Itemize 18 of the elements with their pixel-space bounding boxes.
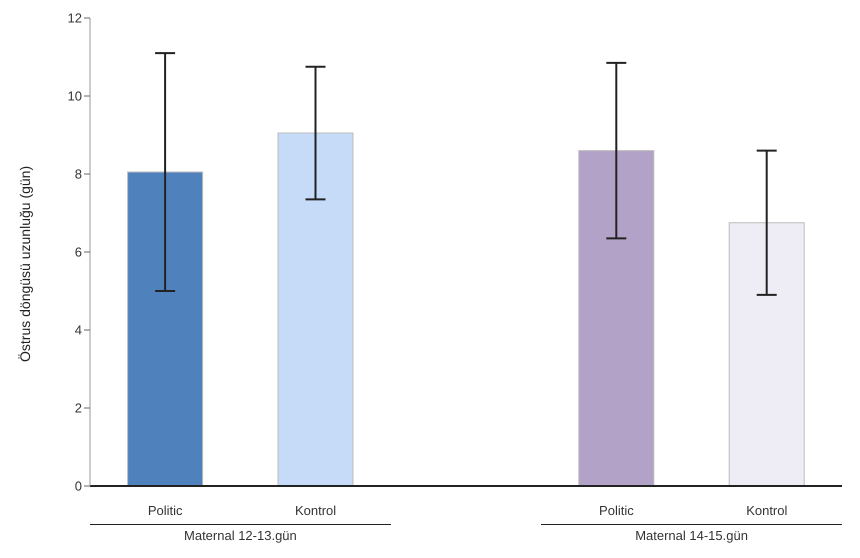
- x-tick-label: Kontrol: [746, 503, 788, 518]
- bar: [578, 150, 654, 486]
- text: Maternal 12-13.gün: [90, 524, 391, 543]
- x-tick-label: Politic: [148, 503, 184, 518]
- bar: [728, 222, 805, 486]
- x-tick-label: Politic: [599, 503, 634, 518]
- y-tick-label: 6: [74, 244, 82, 260]
- bar: [127, 172, 204, 486]
- y-axis-title: Östrus döngüsü uzunluğu (gün): [16, 166, 33, 362]
- bar: [278, 132, 354, 486]
- text: Maternal 14-15.gün: [541, 524, 842, 543]
- x-tick-label: Kontrol: [295, 503, 336, 518]
- y-tick-label: 0: [74, 478, 82, 494]
- y-tick-label: 8: [74, 166, 82, 182]
- y-tick-label: 10: [68, 88, 82, 104]
- y-tick-label: 2: [74, 400, 82, 416]
- y-tick-label: 4: [74, 322, 82, 338]
- y-tick-label: 12: [68, 10, 82, 26]
